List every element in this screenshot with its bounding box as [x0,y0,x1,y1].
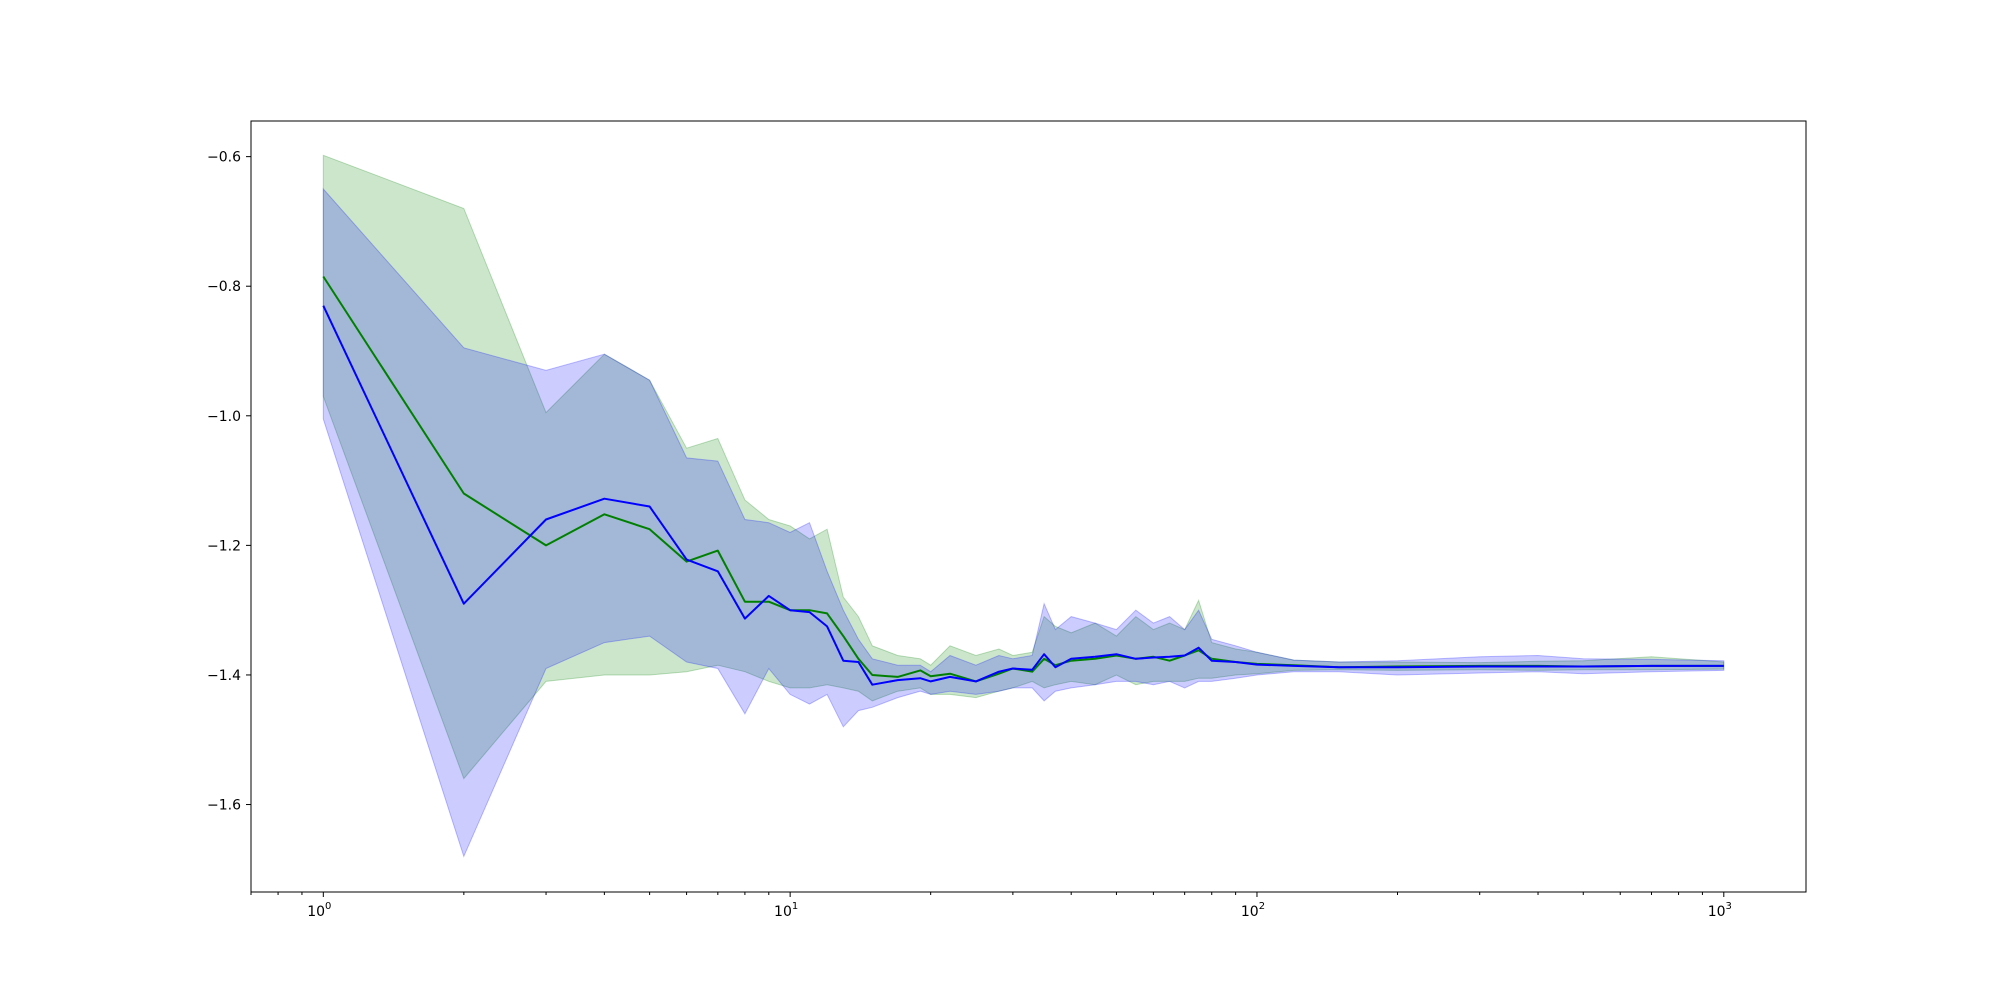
y-tick-label: −0.8 [207,279,241,295]
x-tick-label: 100 [307,901,331,920]
y-tick-label: −1.6 [207,798,241,814]
y-tick-label: −1.4 [207,668,241,684]
x-tick-label: 101 [774,901,798,920]
y-tick-label: −1.0 [207,409,241,425]
x-tick-label: 102 [1241,901,1265,920]
x-axis: 100 101 102 103 [250,892,1732,920]
x-tick-label: 103 [1708,901,1732,920]
series-lines [322,275,1724,686]
y-axis: −0.6 −0.8 −1.0 −1.2 −1.4 −1.6 [207,150,251,814]
y-tick-label: −1.2 [207,538,241,554]
series-2-line [322,305,1724,686]
y-tick-label: −0.6 [207,150,241,166]
plot-area-frame [250,120,1807,893]
confidence-bands [322,154,1725,858]
series-2-band [322,187,1725,858]
series-1-band [322,154,1725,780]
